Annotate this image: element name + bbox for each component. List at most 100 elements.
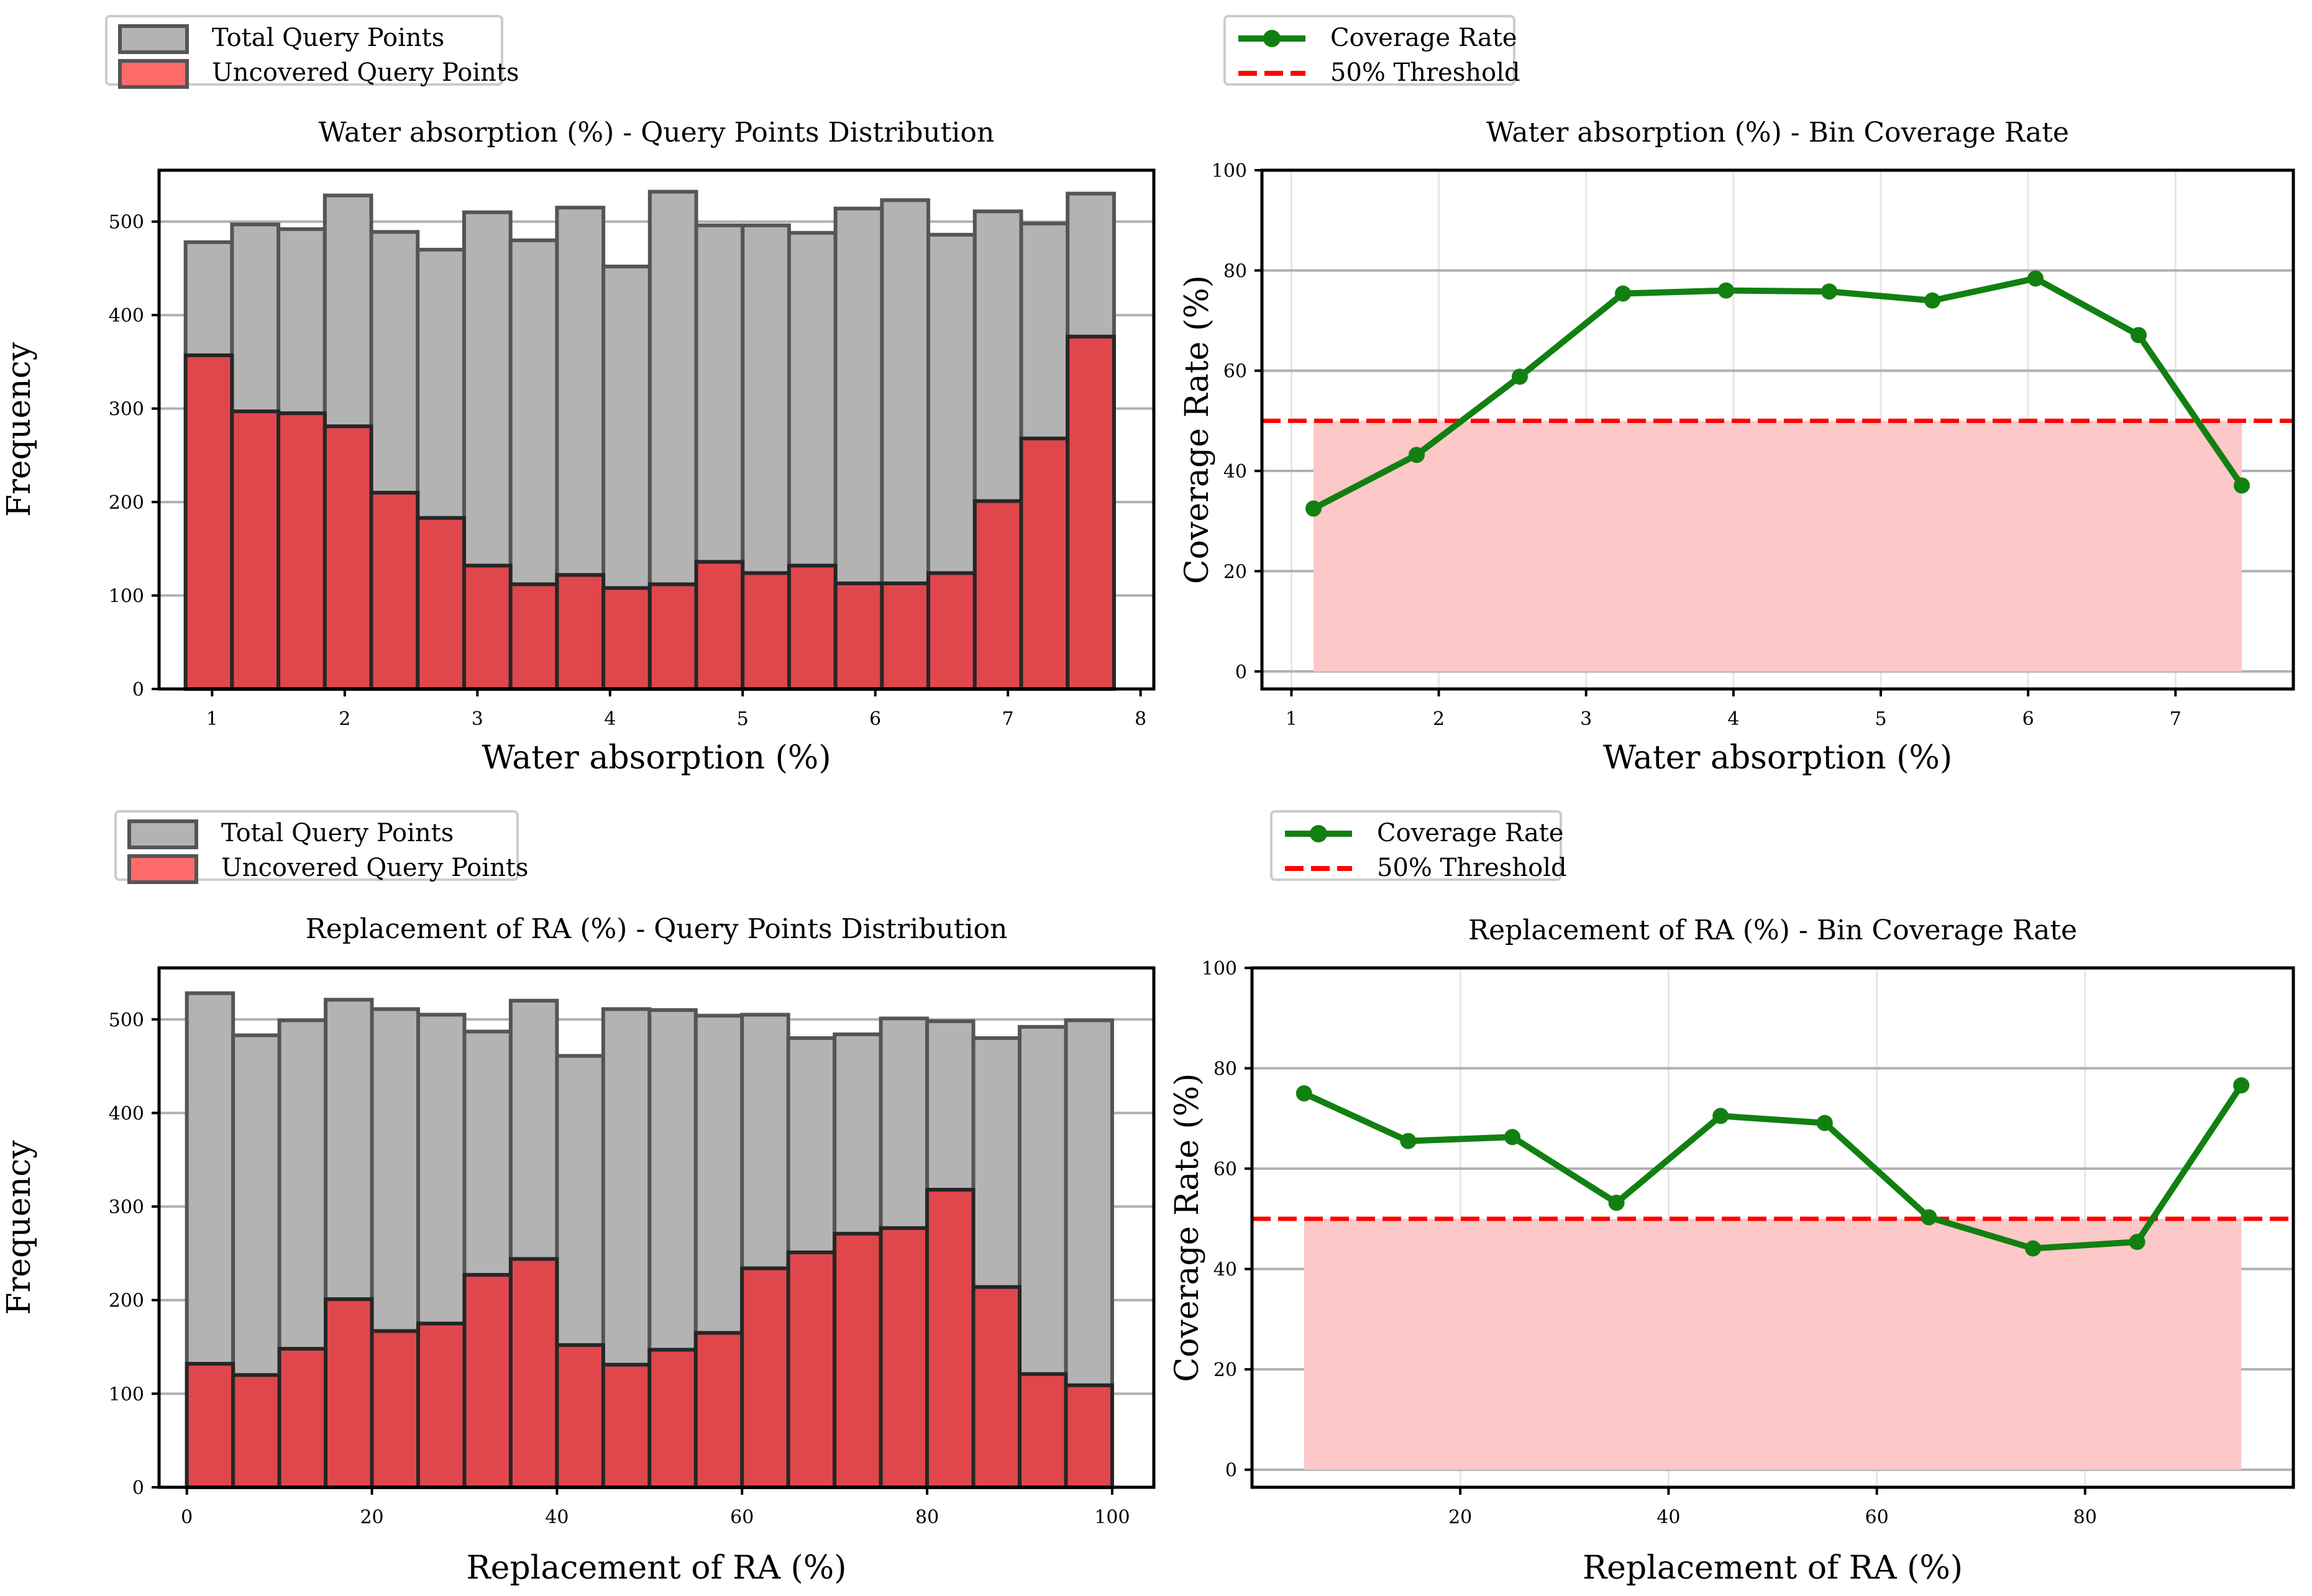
- y-tick-label: 80: [1223, 260, 1247, 282]
- y-tick-label: 300: [109, 1197, 144, 1218]
- x-tick-label: 3: [472, 708, 483, 730]
- axes-frame: [157, 168, 1156, 691]
- y-tick-label: 100: [1202, 958, 1237, 980]
- coverage-rate-point: [1816, 1115, 1833, 1131]
- legend-swatch-uncovered: [127, 854, 198, 884]
- uncovered-query-points-bar: [601, 1362, 652, 1489]
- x-tick-label: 2: [1433, 708, 1445, 730]
- panel-replacement-ra-coverage: 20 40 60 80 0 20 40 60 80 100 Replacement of RA (%…: [1169, 810, 2295, 1587]
- legend-swatch-coverage-marker: [1310, 825, 1327, 842]
- below-threshold-region: [1314, 421, 2242, 672]
- x-tick-label: 100: [1094, 1507, 1130, 1528]
- legend-box: [114, 810, 519, 881]
- x-axis-label: Replacement of RA (%): [1583, 1549, 1963, 1587]
- y-tick-label: 100: [109, 586, 144, 608]
- y-tick-label: 20: [1213, 1359, 1237, 1381]
- uncovered-query-points-bar: [740, 1266, 790, 1489]
- uncovered-query-points-bar: [1018, 1372, 1068, 1489]
- x-tick-label: 20: [360, 1507, 383, 1528]
- coverage-rate-line: [1302, 1083, 2244, 1252]
- y-tick-label: 300: [109, 399, 144, 421]
- uncovered-query-points-bar: [555, 1343, 605, 1490]
- y-tick-label: 20: [1223, 561, 1247, 583]
- panel-water-absorption-distribution: 1 2 3 4 5 6 7 8 0 100 200 300 400 500 Water absorption…: [1, 15, 1156, 777]
- uncovered-query-points-bar: [647, 582, 698, 691]
- y-tick-label: 200: [109, 1290, 144, 1312]
- coverage-rate-point: [2131, 327, 2147, 344]
- x-axis-label: Water absorption (%): [1603, 739, 1952, 777]
- y-tick-label: 60: [1223, 361, 1247, 383]
- uncovered-query-points-bar: [324, 1297, 374, 1489]
- y-axis-label: Frequency: [1, 342, 38, 517]
- uncovered-query-points-bar: [693, 1331, 744, 1490]
- y-tick-label: 100: [1212, 160, 1247, 182]
- x-tick-label: 1: [1286, 708, 1297, 730]
- uncovered-query-points-bar: [694, 560, 745, 691]
- uncovered-query-points-bar: [971, 1285, 1022, 1489]
- x-tick-label: 2: [339, 708, 350, 730]
- y-tick-label: 400: [109, 1103, 144, 1124]
- legend: Coverage Rate 50% Threshold: [1270, 810, 1567, 882]
- legend-label: Total Query Points: [212, 24, 444, 52]
- x-tick-label: 20: [1448, 1507, 1472, 1528]
- x-tick-label: 40: [545, 1507, 569, 1528]
- y-tick-label: 80: [1213, 1059, 1237, 1080]
- x-tick-label: 80: [915, 1507, 939, 1528]
- y-tick-label: 500: [109, 212, 144, 234]
- y-tick-label: 200: [109, 492, 144, 514]
- panel-water-absorption-coverage: 1 2 3 4 5 6 7 0 20 40 60 80 100 Water absorption (%) …: [1179, 15, 2295, 777]
- x-tick-label: 60: [730, 1507, 754, 1528]
- coverage-rate-point: [1608, 1195, 1625, 1211]
- legend: Coverage Rate 50% Threshold: [1223, 15, 1520, 87]
- legend-swatch-total: [118, 24, 189, 54]
- legend-box: [1270, 810, 1562, 881]
- coverage-rate-point: [1504, 1129, 1520, 1146]
- uncovered-query-points-bar: [185, 1362, 235, 1489]
- uncovered-query-points-bar: [926, 571, 977, 691]
- legend: Total Query Points Uncovered Query Points: [114, 810, 529, 884]
- y-tick-label: 0: [1225, 1460, 1237, 1482]
- legend-swatch-coverage-marker: [1263, 30, 1281, 47]
- x-tick-label: 1: [206, 708, 218, 730]
- legend-box: [105, 15, 503, 86]
- axes-frame: [157, 966, 1156, 1489]
- chart-title: Water absorption (%) - Query Points Dist…: [319, 117, 995, 148]
- coverage-rate-point: [1400, 1133, 1417, 1149]
- uncovered-query-points-bar: [230, 409, 281, 691]
- y-tick-label: 400: [109, 305, 144, 327]
- uncovered-query-points-bar: [1064, 1383, 1114, 1489]
- uncovered-query-points-bar: [786, 1250, 837, 1489]
- legend: Total Query Points Uncovered Query Points: [105, 15, 519, 89]
- uncovered-query-points-bar: [416, 1321, 467, 1490]
- legend-label: Coverage Rate: [1330, 24, 1517, 52]
- y-tick-label: 60: [1213, 1159, 1237, 1180]
- uncovered-query-points-bar: [462, 563, 513, 691]
- uncovered-query-points-bar: [1066, 334, 1116, 691]
- coverage-rate-point: [1712, 1108, 1729, 1124]
- y-axis-label: Frequency: [1, 1140, 38, 1315]
- uncovered-query-points-bar: [601, 586, 652, 691]
- coverage-rate-point: [1305, 500, 1322, 517]
- uncovered-query-points-bar: [925, 1187, 976, 1490]
- uncovered-query-points-bar: [276, 411, 327, 691]
- coverage-rate-point: [1512, 368, 1528, 385]
- below-threshold-region: [1304, 1218, 2242, 1470]
- coverage-rate-point: [1615, 285, 1631, 302]
- axes-frame: [1250, 966, 2295, 1489]
- coverage-rate-point: [1409, 447, 1425, 463]
- legend-label: Uncovered Query Points: [221, 854, 529, 882]
- uncovered-query-points-bar: [833, 1231, 883, 1490]
- uncovered-query-points-bar: [787, 563, 838, 691]
- legend-box: [1223, 15, 1515, 86]
- y-axis-label: Coverage Rate (%): [1179, 275, 1216, 584]
- uncovered-query-points-bar: [369, 491, 420, 691]
- chart-title: Replacement of RA (%) - Query Points Dis…: [306, 913, 1008, 945]
- legend-label: Total Query Points: [221, 819, 454, 847]
- chart-title: Replacement of RA (%) - Bin Coverage Rat…: [1468, 914, 2077, 946]
- uncovered-query-points-bar: [183, 353, 234, 691]
- coverage-rate-point: [1921, 1209, 1937, 1226]
- uncovered-query-points-bar: [972, 499, 1023, 691]
- y-axis-label: Coverage Rate (%): [1169, 1073, 1206, 1382]
- x-tick-label: 7: [1002, 708, 1014, 730]
- uncovered-query-points-bar: [370, 1329, 421, 1489]
